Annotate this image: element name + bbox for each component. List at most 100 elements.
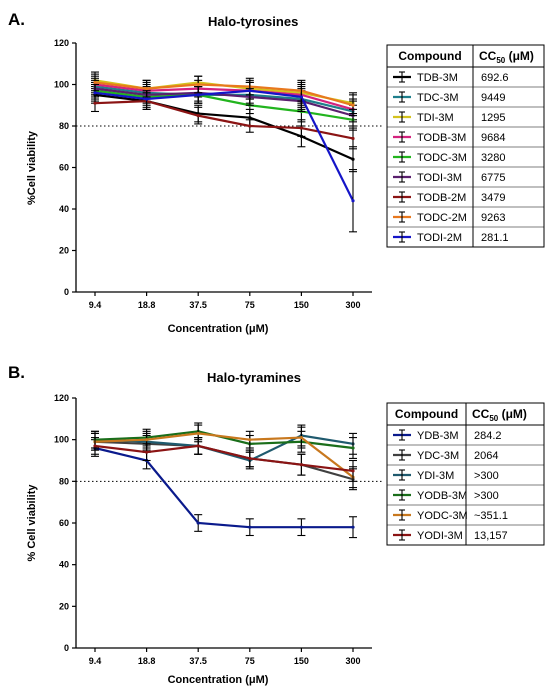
data-point [248, 438, 252, 442]
x-tick-label: 18.8 [138, 656, 156, 666]
legend-cc50-value: 3280 [481, 152, 505, 164]
data-point [351, 469, 355, 473]
legend-cc50-value: 692.6 [481, 72, 509, 84]
legend-cc50-value: 2064 [474, 450, 498, 462]
data-point [93, 80, 97, 85]
series-line [94, 444, 354, 473]
series-line [94, 446, 353, 529]
series-line [94, 89, 354, 202]
data-point [299, 435, 303, 440]
legend-header-cc50: CC50 (μM) [479, 49, 534, 65]
legend-cc50-value: 6775 [481, 172, 505, 184]
series-line [94, 87, 354, 117]
data-point [93, 101, 97, 105]
legend-series-name: YDI-3M [417, 470, 454, 482]
legend-header-cc50: CC50 (μM) [472, 407, 527, 423]
legend-cc50-value: 9263 [481, 212, 505, 224]
legend-cc50-value: 1295 [481, 112, 505, 124]
legend-series-name: TODC-3M [417, 152, 467, 164]
legend-series-name: YDC-3M [417, 450, 459, 462]
data-point [248, 89, 252, 93]
series-line [94, 432, 354, 479]
legend-border [386, 44, 545, 248]
data-point [351, 525, 355, 529]
data-point [351, 103, 355, 107]
chart-panel-b: B. Halo-tyramines 0 20 40 60 80 100 120 9.4 18.8 37… [8, 363, 545, 686]
x-tick-label: 75 [245, 656, 255, 666]
y-tick-label: 80 [59, 476, 69, 486]
y-tick-label: 120 [54, 393, 69, 403]
data-point [93, 91, 97, 95]
legend-cc50-value: 9684 [481, 132, 505, 144]
data-point [248, 116, 252, 120]
legend-cc50-value: 9449 [481, 92, 505, 104]
legend-series-name: TODI-3M [417, 172, 462, 184]
data-point [299, 95, 303, 99]
data-point [248, 124, 252, 128]
data-point [299, 126, 303, 130]
legend-series-name: YODI-3M [417, 530, 463, 542]
series-ydi-3m [91, 424, 357, 470]
legend-header-compound: Compound [395, 407, 458, 421]
x-tick-label: 18.8 [138, 300, 156, 310]
legend-series-name: TODB-2M [417, 192, 466, 204]
data-point [196, 114, 200, 118]
y-tick-label: 40 [59, 560, 69, 570]
data-point [145, 97, 149, 101]
panel-letter: A. [8, 10, 25, 29]
series-ydb-3m [91, 439, 357, 539]
y-tick-label: 80 [59, 121, 69, 131]
legend-series-name: YODC-3M [417, 510, 468, 522]
y-tick-label: 120 [54, 38, 69, 48]
data-point [196, 93, 200, 97]
data-point [351, 157, 355, 161]
x-tick-label: 150 [294, 300, 309, 310]
legend-series-name: TDB-3M [417, 72, 458, 84]
series-line [94, 99, 354, 140]
data-point [196, 444, 200, 448]
data-point [299, 463, 303, 467]
x-tick-label: 150 [294, 656, 309, 666]
x-axis-label: Concentration (μM) [168, 674, 269, 686]
x-tick-label: 37.5 [189, 656, 207, 666]
legend-series-name: TODI-2M [417, 232, 462, 244]
data-point [351, 199, 355, 203]
y-tick-label: 20 [59, 601, 69, 611]
legend-table: Compound CC50 (μM) TDB-3M 692.6 TDC-3M 9449 TD… [386, 44, 545, 248]
legend-cc50-value: >300 [474, 470, 499, 482]
legend-series-name: YDB-3M [417, 430, 459, 442]
data-point [196, 431, 200, 436]
legend-series-name: TODB-3M [417, 132, 466, 144]
chart-title: Halo-tyrosines [208, 14, 298, 29]
x-tick-label: 300 [345, 300, 360, 310]
legend-cc50-value: 3479 [481, 192, 505, 204]
legend-cc50-value: ~351.1 [474, 510, 508, 522]
data-point [248, 525, 252, 529]
y-tick-label: 60 [59, 518, 69, 528]
data-point [196, 521, 200, 525]
x-tick-label: 9.4 [89, 300, 102, 310]
legend-cc50-value: >300 [474, 490, 499, 502]
panel-letter: B. [8, 363, 25, 382]
x-tick-label: 37.5 [189, 300, 207, 310]
series-todb-2m [91, 92, 357, 150]
y-tick-label: 0 [64, 287, 69, 297]
data-point [145, 87, 149, 91]
data-point [299, 525, 303, 529]
chart-panel-a: A. Halo-tyrosines 0 20 40 60 80 100 120 9.4 18.8 37… [8, 10, 545, 335]
series-yodi-3m [91, 437, 357, 482]
y-tick-label: 100 [54, 80, 69, 90]
legend-cc50-value: 13,157 [474, 530, 508, 542]
legend-series-name: TDI-3M [417, 112, 454, 124]
legend-cc50-value: 281.1 [481, 232, 509, 244]
legend-header-compound: Compound [398, 49, 461, 63]
data-point [93, 444, 97, 448]
legend-cc50-value: 284.2 [474, 430, 502, 442]
x-tick-label: 300 [345, 656, 360, 666]
data-point [145, 450, 149, 454]
y-tick-label: 60 [59, 163, 69, 173]
legend-series-name: YODB-3M [417, 490, 467, 502]
x-axis-label: Concentration (μM) [168, 323, 269, 335]
x-tick-label: 75 [245, 300, 255, 310]
data-point [196, 82, 200, 87]
